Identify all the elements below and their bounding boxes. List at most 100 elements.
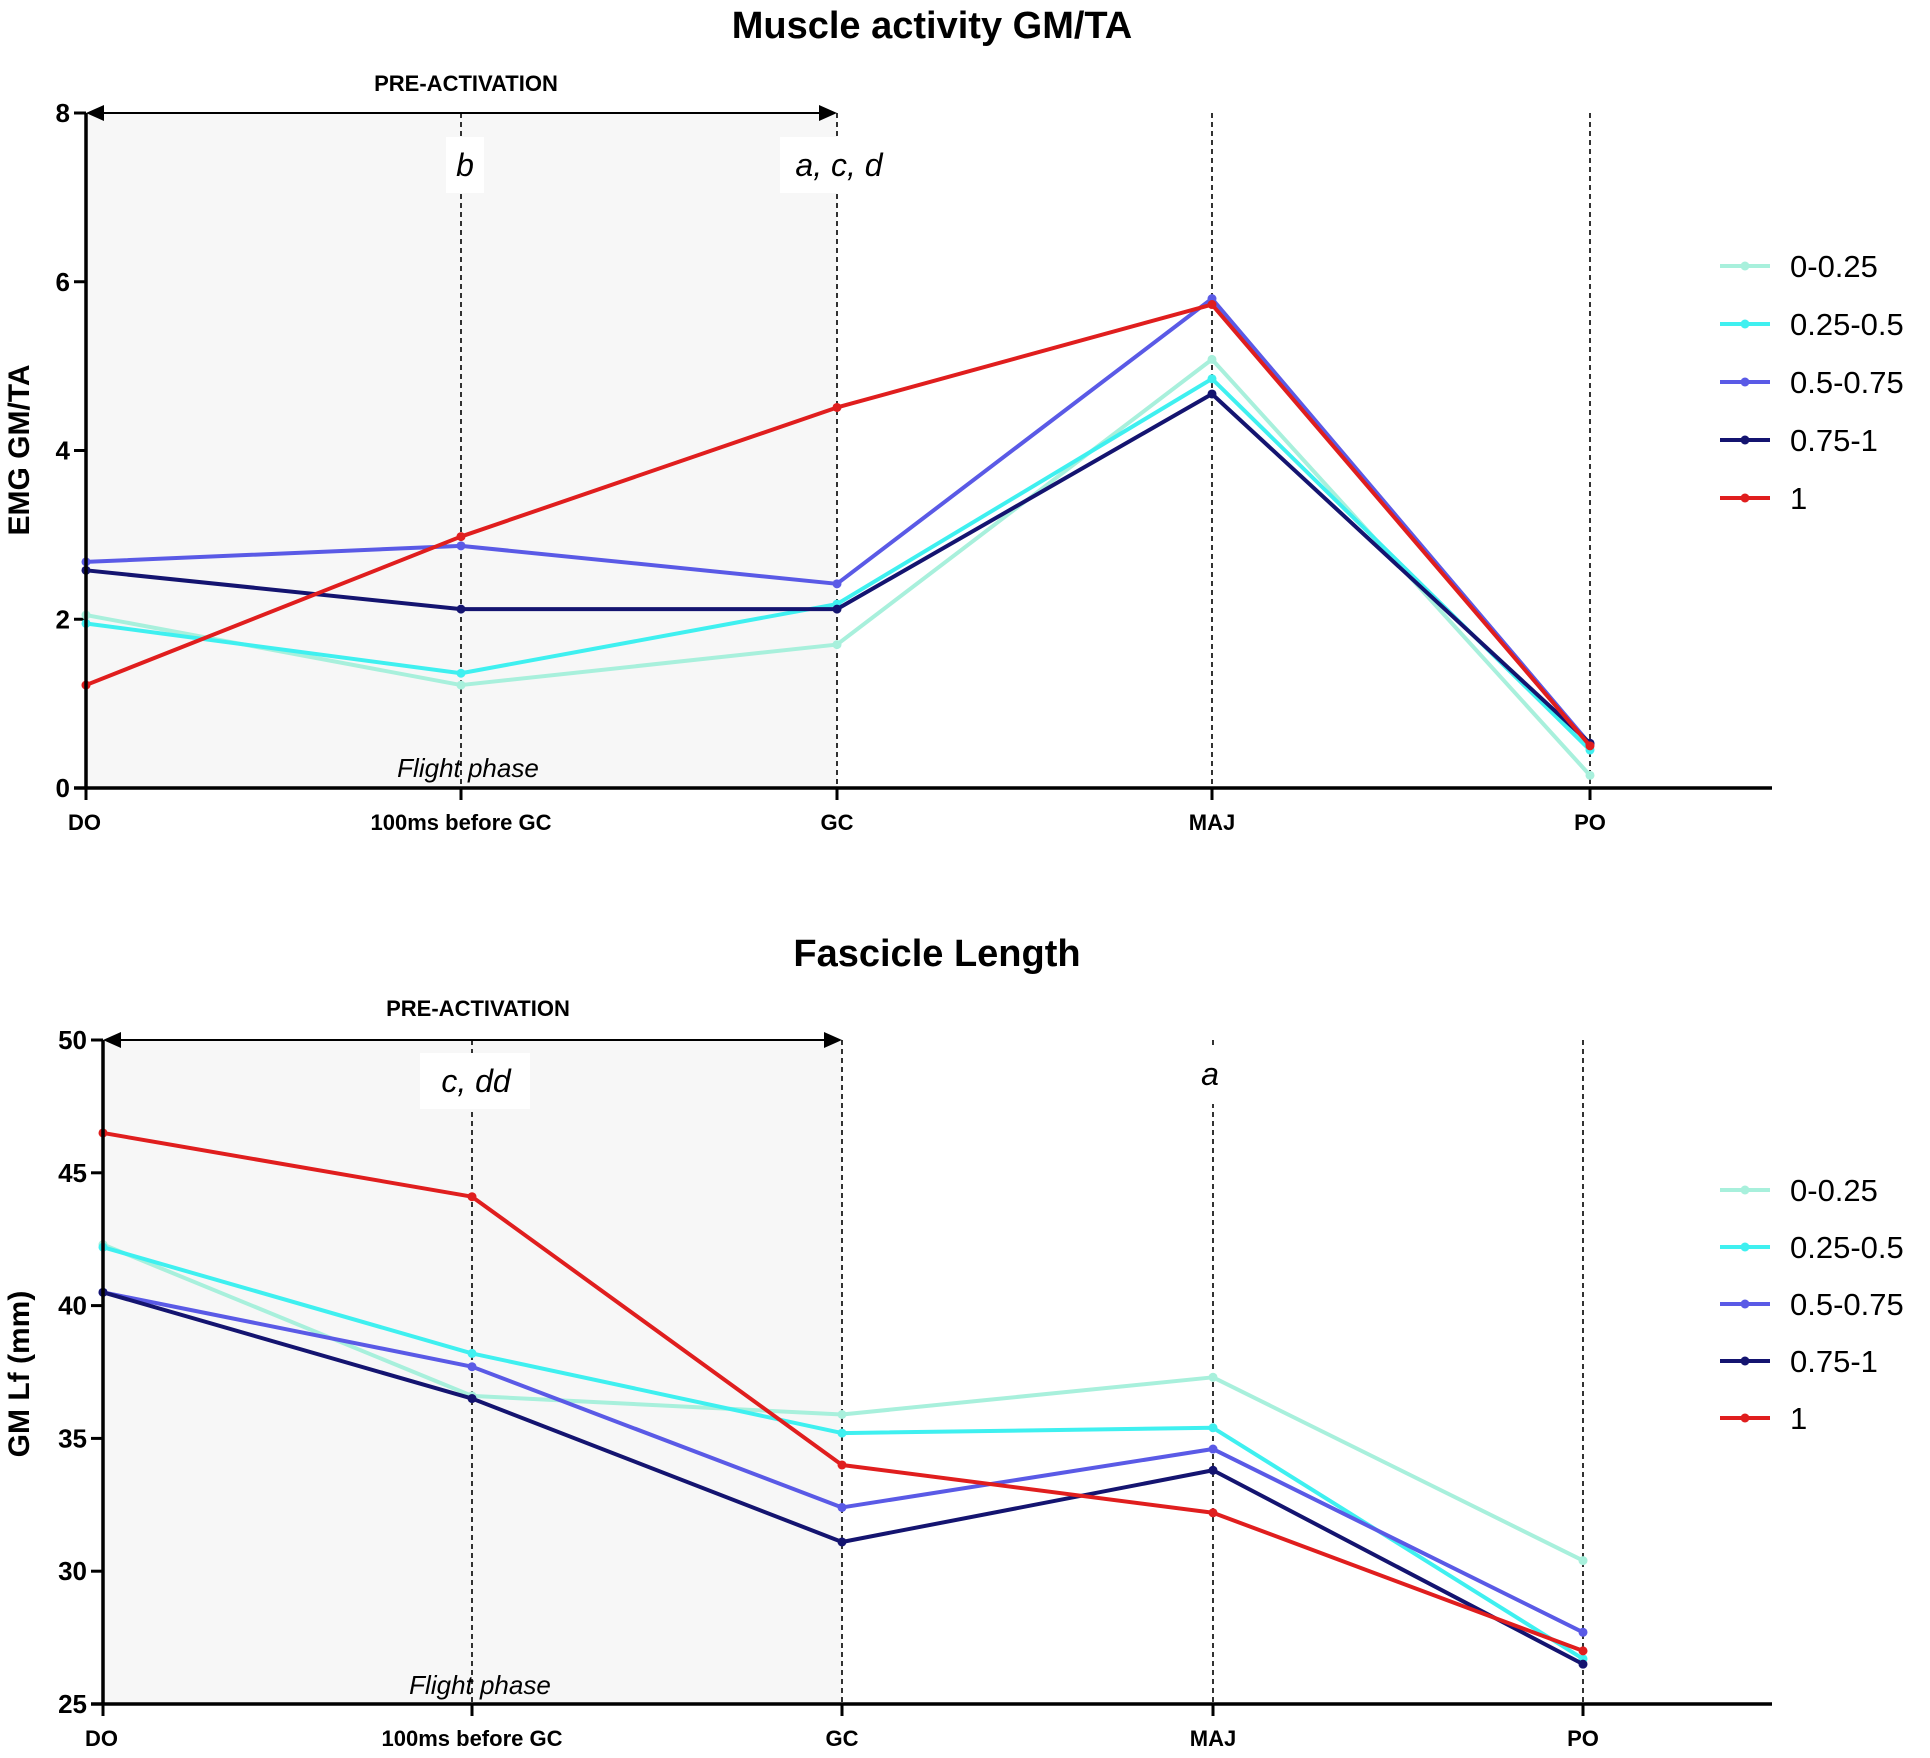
fascicle-series-4-point-1 xyxy=(467,1192,477,1202)
fascicle-series-0-point-4 xyxy=(1578,1556,1588,1566)
emg-legend-marker-0 xyxy=(1740,261,1750,271)
emg-panel: Muscle activity GM/TA EMG GM/TA PRE-ACTI… xyxy=(3,5,1904,835)
fascicle-category-label-2: GC xyxy=(826,1726,859,1751)
emg-series-3-point-3 xyxy=(1207,389,1217,399)
fascicle-arrow-head-right xyxy=(824,1032,842,1048)
emg-title: Muscle activity GM/TA xyxy=(732,5,1133,47)
fascicle-categories: DO 100ms before GC GC MAJ PO xyxy=(85,1726,1599,1751)
fascicle-series-4-point-2 xyxy=(837,1460,847,1470)
emg-ytick-label-2: 4 xyxy=(56,436,71,466)
emg-series xyxy=(81,294,1595,780)
fascicle-y-axis-label: GM Lf (mm) xyxy=(3,1291,36,1458)
emg-series-1-point-1 xyxy=(456,668,466,678)
emg-category-label-0: DO xyxy=(68,810,101,835)
fascicle-phase-label: PRE-ACTIVATION xyxy=(386,996,570,1021)
fascicle-preactivation-arrow xyxy=(103,1032,842,1048)
fascicle-series-3-point-1 xyxy=(467,1394,477,1404)
emg-category-label-4: PO xyxy=(1574,810,1606,835)
fascicle-ytick-label-2: 35 xyxy=(58,1423,87,1453)
emg-series-0-point-2 xyxy=(832,640,842,650)
emg-category-label-2: GC xyxy=(821,810,854,835)
emg-legend-label-0: 0-0.25 xyxy=(1790,249,1878,284)
emg-series-3-point-1 xyxy=(456,604,466,614)
fascicle-legend-label-4: 1 xyxy=(1790,1401,1807,1436)
emg-series-1-point-3 xyxy=(1207,374,1217,384)
annot-bg-cdd xyxy=(420,1053,530,1109)
fascicle-series-4-point-4 xyxy=(1578,1646,1588,1656)
fascicle-category-label-3: MAJ xyxy=(1190,1726,1236,1751)
emg-legend-label-1: 0.25-0.5 xyxy=(1790,307,1904,342)
emg-y-ticks: 0 2 4 6 8 xyxy=(56,98,86,803)
fascicle-series-1-point-2 xyxy=(837,1428,847,1438)
fascicle-panel: Fascicle Length GM Lf (mm) PRE-ACTIVATIO… xyxy=(3,933,1904,1751)
fascicle-phase-lines xyxy=(471,1040,1584,1704)
fascicle-series-4-point-3 xyxy=(1208,1508,1218,1518)
fascicle-title: Fascicle Length xyxy=(793,933,1080,975)
annot-bg-b xyxy=(446,137,484,193)
fascicle-legend-marker-4 xyxy=(1740,1413,1750,1423)
fascicle-legend-label-1: 0.25-0.5 xyxy=(1790,1230,1904,1265)
annot-bg-acd xyxy=(780,137,898,193)
emg-arrow-head-right xyxy=(819,105,837,121)
emg-legend-marker-1 xyxy=(1740,319,1750,329)
emg-ytick-label-4: 8 xyxy=(56,98,70,128)
emg-phase-label: PRE-ACTIVATION xyxy=(374,71,558,96)
fascicle-series-1-point-1 xyxy=(467,1348,477,1358)
annot-bg-a xyxy=(1190,1048,1230,1104)
fascicle-annotation-a: a xyxy=(1201,1056,1219,1092)
fascicle-legend-marker-0 xyxy=(1740,1185,1750,1195)
emg-ytick-label-1: 2 xyxy=(56,604,70,634)
fascicle-series-3-point-3 xyxy=(1208,1465,1218,1475)
emg-legend-marker-3 xyxy=(1740,435,1750,445)
emg-legend-marker-4 xyxy=(1740,493,1750,503)
fascicle-ytick-label-3: 40 xyxy=(58,1291,87,1321)
emg-legend-label-4: 1 xyxy=(1790,481,1807,516)
emg-series-0-point-3 xyxy=(1207,354,1217,364)
emg-legend-label-2: 0.5-0.75 xyxy=(1790,365,1904,400)
fascicle-annotation-cdd: c, dd xyxy=(441,1063,512,1099)
fascicle-ytick-label-0: 25 xyxy=(58,1689,87,1719)
fascicle-ytick-label-4: 45 xyxy=(58,1158,87,1188)
emg-flight-label: Flight phase xyxy=(397,753,539,783)
emg-series-3-point-2 xyxy=(832,604,842,614)
emg-category-label-3: MAJ xyxy=(1189,810,1235,835)
emg-series-2-point-1 xyxy=(456,541,466,551)
emg-series-4-point-2 xyxy=(832,402,842,412)
emg-category-label-1: 100ms before GC xyxy=(371,810,552,835)
emg-preactivation-arrow xyxy=(86,105,837,121)
fascicle-legend: 0-0.25 0.25-0.5 0.5-0.75 0.75-1 1 xyxy=(1720,1173,1904,1436)
emg-annotation-b: b xyxy=(456,147,474,183)
fascicle-legend-marker-3 xyxy=(1740,1356,1750,1366)
emg-y-axis-label: EMG GM/TA xyxy=(3,364,36,535)
fascicle-series-2-point-3 xyxy=(1208,1444,1218,1454)
emg-series-2-point-2 xyxy=(832,579,842,589)
fascicle-legend-marker-2 xyxy=(1740,1299,1750,1309)
fascicle-ytick-label-5: 50 xyxy=(58,1025,87,1055)
emg-series-4-point-3 xyxy=(1207,300,1217,310)
fascicle-series-0-point-2 xyxy=(837,1409,847,1419)
emg-categories: DO 100ms before GC GC MAJ PO xyxy=(68,810,1606,835)
fascicle-series-1-point-3 xyxy=(1208,1423,1218,1433)
fascicle-series-2-point-2 xyxy=(837,1502,847,1512)
fascicle-ytick-label-1: 30 xyxy=(58,1556,87,1586)
fascicle-series-2-point-4 xyxy=(1578,1627,1588,1637)
emg-series-4-point-1 xyxy=(456,532,466,542)
fascicle-arrow-head-left xyxy=(103,1032,121,1048)
fascicle-legend-label-3: 0.75-1 xyxy=(1790,1344,1878,1379)
fascicle-legend-marker-1 xyxy=(1740,1242,1750,1252)
fascicle-category-label-4: PO xyxy=(1567,1726,1599,1751)
fascicle-series-0-point-3 xyxy=(1208,1372,1218,1382)
fascicle-axes xyxy=(91,1040,1772,1716)
fascicle-legend-label-2: 0.5-0.75 xyxy=(1790,1287,1904,1322)
emg-axes xyxy=(74,113,1772,800)
emg-legend-marker-2 xyxy=(1740,377,1750,387)
fascicle-category-label-1: 100ms before GC xyxy=(382,1726,563,1751)
fascicle-series-3-point-4 xyxy=(1578,1659,1588,1669)
fascicle-flight-label: Flight phase xyxy=(409,1670,551,1700)
emg-ytick-label-0: 0 xyxy=(56,773,70,803)
fascicle-y-ticks: 25 30 35 40 45 50 xyxy=(58,1025,103,1719)
fascicle-category-label-0: DO xyxy=(85,1726,118,1751)
emg-ytick-label-3: 6 xyxy=(56,267,70,297)
fascicle-legend-label-0: 0-0.25 xyxy=(1790,1173,1878,1208)
